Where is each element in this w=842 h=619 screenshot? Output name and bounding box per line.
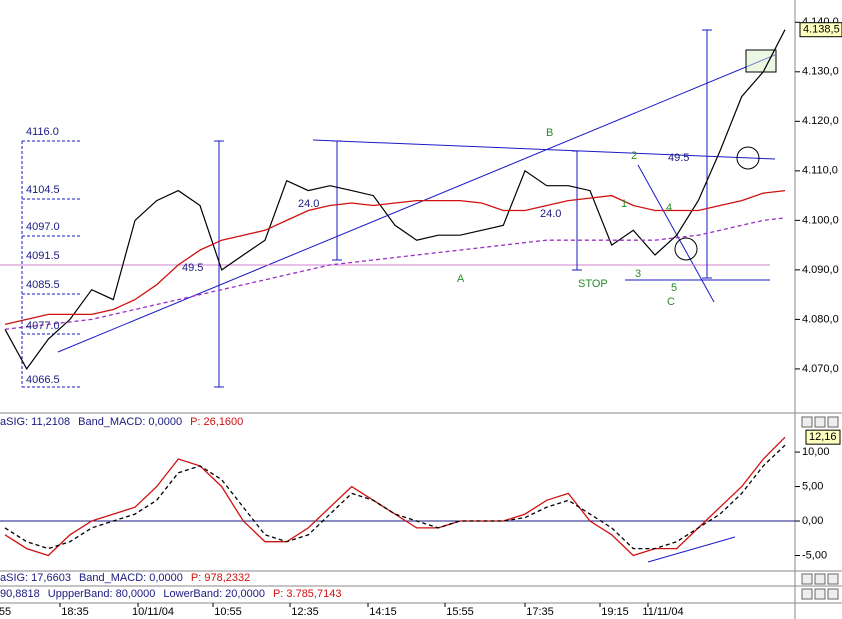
series-line bbox=[4, 29, 786, 371]
current-value-label: 12,16 bbox=[809, 431, 837, 443]
annotation: 24.0 bbox=[540, 208, 561, 220]
panel-header: P: 26,1600 bbox=[190, 416, 243, 428]
annotation: A bbox=[457, 273, 465, 285]
annotation: C bbox=[667, 296, 675, 308]
annotation: 24.0 bbox=[298, 198, 319, 210]
panel-header: 90,8818 bbox=[0, 588, 40, 600]
annotation: 49.5 bbox=[182, 262, 203, 274]
annotation: 4104.5 bbox=[26, 184, 60, 196]
panel-header: Band_MACD: 0,0000 bbox=[78, 416, 182, 428]
y-tick-label: 4.120,0 bbox=[802, 115, 839, 127]
annotation: 4116.0 bbox=[26, 126, 59, 138]
current-value-box bbox=[799, 22, 842, 38]
y-tick-label: 4.130,0 bbox=[802, 66, 839, 78]
annotation: B bbox=[546, 127, 553, 139]
x-tick-label: 17:35 bbox=[526, 606, 554, 618]
y-tick-label: 4.100,0 bbox=[802, 214, 839, 226]
panel-header: Band_MACD: 0,0000 bbox=[79, 572, 183, 584]
y-tick-label: 0,00 bbox=[802, 515, 823, 527]
annotation: STOP bbox=[578, 278, 608, 290]
panel-header: aSIG: 11,2108 bbox=[0, 416, 70, 428]
panel-header: UppperBand: 80,0000 bbox=[48, 588, 156, 600]
annotation: 3 bbox=[635, 268, 641, 280]
annotation: 1 bbox=[621, 198, 627, 210]
x-tick-label: 18:35 bbox=[61, 606, 89, 618]
y-tick-label: 4.090,0 bbox=[802, 264, 839, 276]
current-value-box bbox=[805, 429, 841, 445]
x-tick-label: 15:55 bbox=[446, 606, 474, 618]
panel-header: P: 3.785,7143 bbox=[273, 588, 342, 600]
annotation: 4077.0 bbox=[26, 320, 60, 332]
series-line bbox=[4, 189, 786, 326]
annotation: 4066.5 bbox=[26, 374, 60, 386]
y-tick-label: 4.070,0 bbox=[802, 363, 839, 375]
annotation: 49.5 bbox=[668, 152, 689, 164]
y-tick-label: -5,00 bbox=[802, 549, 827, 561]
current-value-label: 4.138,5 bbox=[803, 24, 840, 36]
x-tick-label: 10:55 bbox=[214, 606, 242, 618]
window-buttons[interactable] bbox=[801, 416, 839, 600]
x-tick-label: 14:15 bbox=[369, 606, 397, 618]
annotation: 4085.5 bbox=[26, 279, 60, 291]
annotation: 4097.0 bbox=[26, 221, 60, 233]
y-tick-label: 4.080,0 bbox=[802, 313, 839, 325]
drawing-tools bbox=[0, 29, 795, 563]
x-tick-label: 55 bbox=[0, 606, 11, 618]
annotation: 4 bbox=[666, 202, 672, 214]
panel-header: LowerBand: 20,0000 bbox=[163, 588, 265, 600]
annotation: 2 bbox=[631, 150, 637, 162]
y-tick-label: 5,00 bbox=[802, 480, 823, 492]
series-line bbox=[4, 217, 786, 330]
y-tick-label: 10,00 bbox=[802, 446, 830, 458]
annotation: 4091.5 bbox=[26, 250, 60, 262]
panel-header: P: 978,2332 bbox=[191, 572, 250, 584]
x-tick-label: 11/11/04 bbox=[642, 606, 683, 618]
series-line bbox=[4, 444, 786, 550]
y-tick-label: 4.110,0 bbox=[802, 165, 838, 177]
x-tick-label: 10/11/04 bbox=[132, 606, 174, 618]
annotation: 5 bbox=[671, 282, 677, 294]
x-tick-label: 19:15 bbox=[601, 606, 629, 618]
panel-header: aSIG: 17,6603 bbox=[0, 572, 71, 584]
x-tick-label: 12:35 bbox=[291, 606, 319, 618]
